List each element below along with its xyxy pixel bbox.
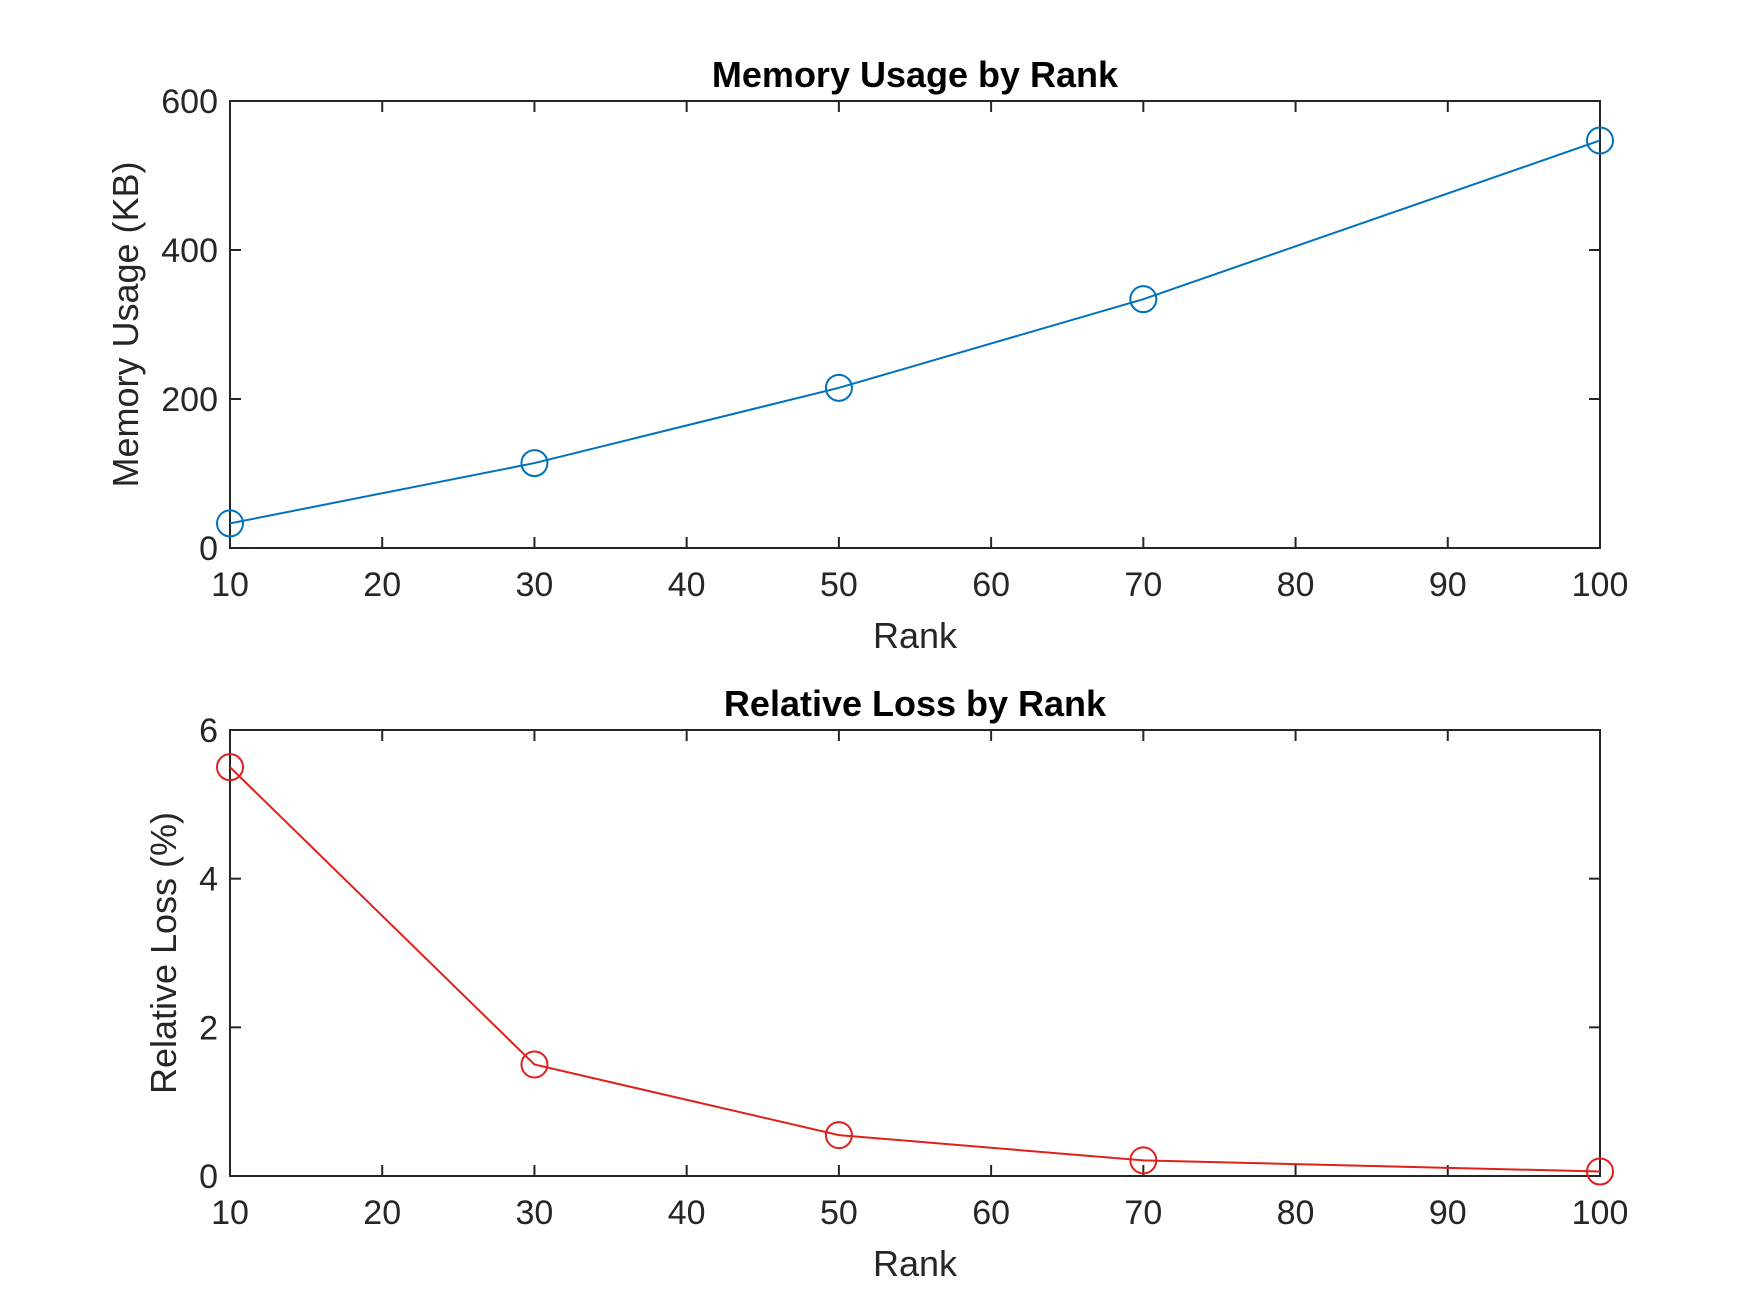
loss-x-tick-label: 50 xyxy=(820,1194,858,1232)
memory-data-point xyxy=(1586,126,1614,155)
loss-x-tick-label: 80 xyxy=(1277,1194,1315,1232)
memory-data-point xyxy=(520,449,549,478)
memory-y-tick-label: 600 xyxy=(161,83,218,121)
loss-data-point xyxy=(1586,1157,1614,1186)
memory-y-tick-label: 400 xyxy=(161,232,218,270)
loss-x-tick-label: 30 xyxy=(516,1194,554,1232)
loss-x-tick-label: 60 xyxy=(972,1194,1010,1232)
memory-chart-title: Memory Usage by Rank xyxy=(712,54,1119,95)
loss-x-tick-label: 100 xyxy=(1572,1194,1629,1232)
memory-data-point xyxy=(824,373,853,402)
loss-chart-title: Relative Loss by Rank xyxy=(724,683,1107,724)
memory-data-point xyxy=(216,509,244,538)
memory-usage-plot: 10 20 30 40 50 60 70 80 90 100 0 200 400 600 Memory Us… xyxy=(105,54,1628,656)
memory-x-tick-label: 20 xyxy=(363,566,401,604)
loss-x-tick-label: 10 xyxy=(211,1194,249,1232)
loss-y-tick-label: 2 xyxy=(199,1009,218,1047)
memory-x-tick-label: 90 xyxy=(1429,566,1467,604)
memory-y-tick-label: 200 xyxy=(161,381,218,419)
loss-x-tick-label: 40 xyxy=(668,1194,706,1232)
memory-x-tick-label: 60 xyxy=(972,566,1010,604)
memory-axes-frame xyxy=(229,100,1601,549)
memory-x-tick-label: 50 xyxy=(820,566,858,604)
memory-x-tick-label: 30 xyxy=(516,566,554,604)
memory-x-tick-label: 80 xyxy=(1277,566,1315,604)
loss-data-point xyxy=(824,1121,853,1150)
loss-x-tick-label: 20 xyxy=(363,1194,401,1232)
loss-y-tick-label: 6 xyxy=(199,712,218,750)
loss-data-point xyxy=(216,753,244,782)
memory-y-tick-label: 0 xyxy=(199,530,218,568)
memory-y-axis-label: Memory Usage (KB) xyxy=(105,161,146,487)
memory-series-line xyxy=(229,139,1601,525)
memory-x-tick-label: 10 xyxy=(211,566,249,604)
loss-y-tick-label: 4 xyxy=(199,861,218,899)
loss-y-tick-label: 0 xyxy=(199,1158,218,1196)
loss-x-axis-label: Rank xyxy=(873,1243,958,1284)
loss-x-tick-label: 90 xyxy=(1429,1194,1467,1232)
memory-x-tick-label: 40 xyxy=(668,566,706,604)
loss-axes-frame xyxy=(229,729,1601,1177)
relative-loss-plot: 10 20 30 40 50 60 70 80 90 100 0 2 4 6 Relative Loss b… xyxy=(143,683,1628,1284)
loss-data-point xyxy=(520,1050,549,1079)
memory-data-point xyxy=(1129,285,1158,314)
memory-x-tick-label: 70 xyxy=(1124,566,1162,604)
loss-x-tick-label: 70 xyxy=(1124,1194,1162,1232)
memory-x-tick-label: 100 xyxy=(1572,566,1629,604)
loss-series-line xyxy=(229,766,1601,1173)
loss-data-point xyxy=(1129,1146,1158,1175)
memory-x-axis-label: Rank xyxy=(873,615,958,656)
loss-y-axis-label: Relative Loss (%) xyxy=(143,812,184,1094)
